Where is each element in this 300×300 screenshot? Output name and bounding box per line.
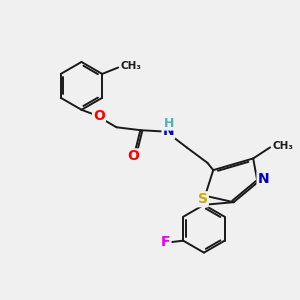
Text: N: N [258, 172, 269, 186]
Text: F: F [161, 235, 170, 249]
Text: O: O [93, 110, 105, 124]
Text: O: O [128, 149, 140, 164]
Text: S: S [198, 192, 208, 206]
Text: CH₃: CH₃ [121, 61, 142, 71]
Text: H: H [164, 117, 175, 130]
Text: CH₃: CH₃ [272, 141, 293, 151]
Text: N: N [163, 124, 174, 138]
